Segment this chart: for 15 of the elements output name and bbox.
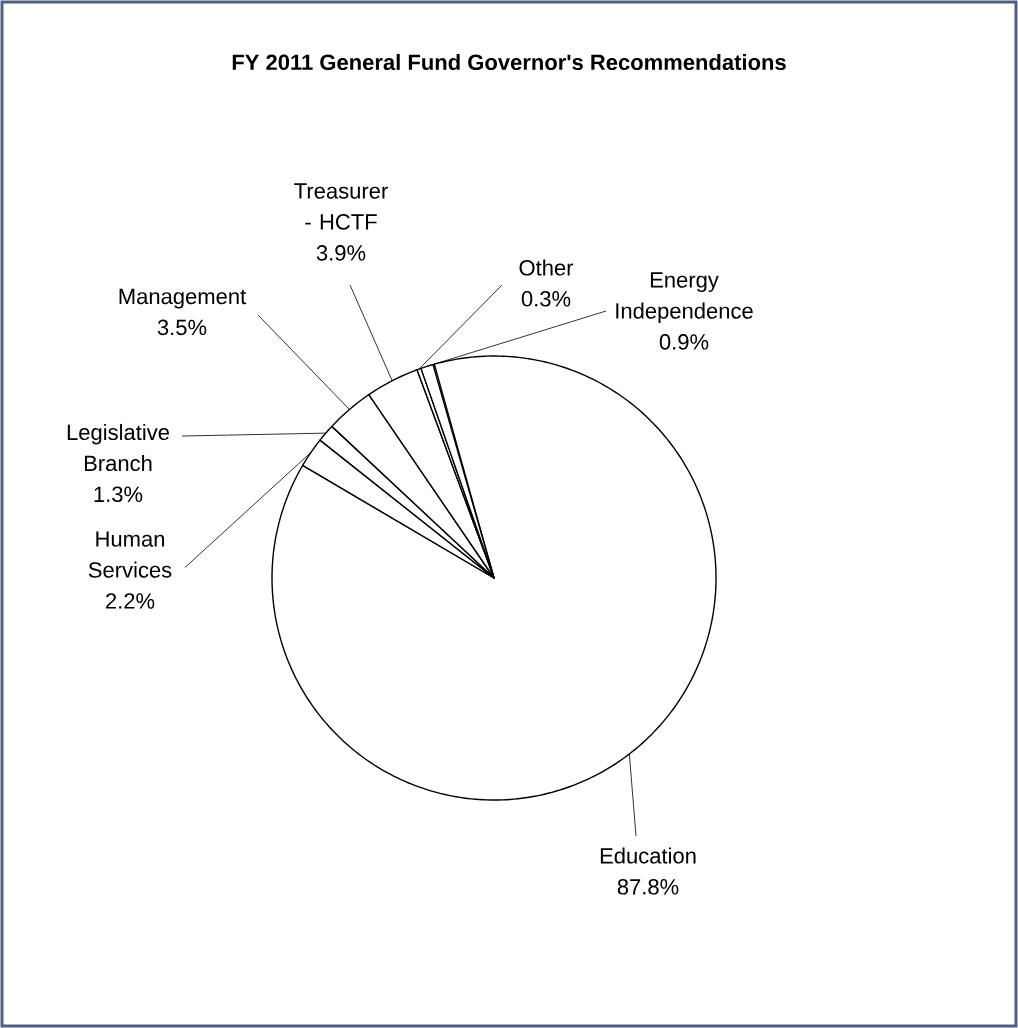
- data-label: 0.9%: [659, 334, 709, 350]
- slice-label: Energy Independence: [616, 272, 753, 324]
- data-label: 0.3%: [521, 291, 571, 307]
- slice-label: Legislative Branch: [67, 423, 169, 472]
- data-label: 3.5%: [157, 319, 207, 336]
- data-label: 1.3%: [94, 486, 143, 503]
- slice-label: Other: [519, 259, 574, 276]
- data-label: 87.8%: [617, 879, 679, 895]
- slice-label: Human Services: [88, 531, 172, 578]
- chart-title: FY 2011 General Fund Governor's Recommendations: [232, 53, 786, 71]
- slice-label: Education: [600, 847, 696, 864]
- slice-label: Treasurer - HCTF: [294, 183, 388, 230]
- data-label: 2.2%: [106, 593, 155, 609]
- data-label: 3.9%: [316, 245, 366, 261]
- slice-label: Management: [119, 288, 247, 309]
